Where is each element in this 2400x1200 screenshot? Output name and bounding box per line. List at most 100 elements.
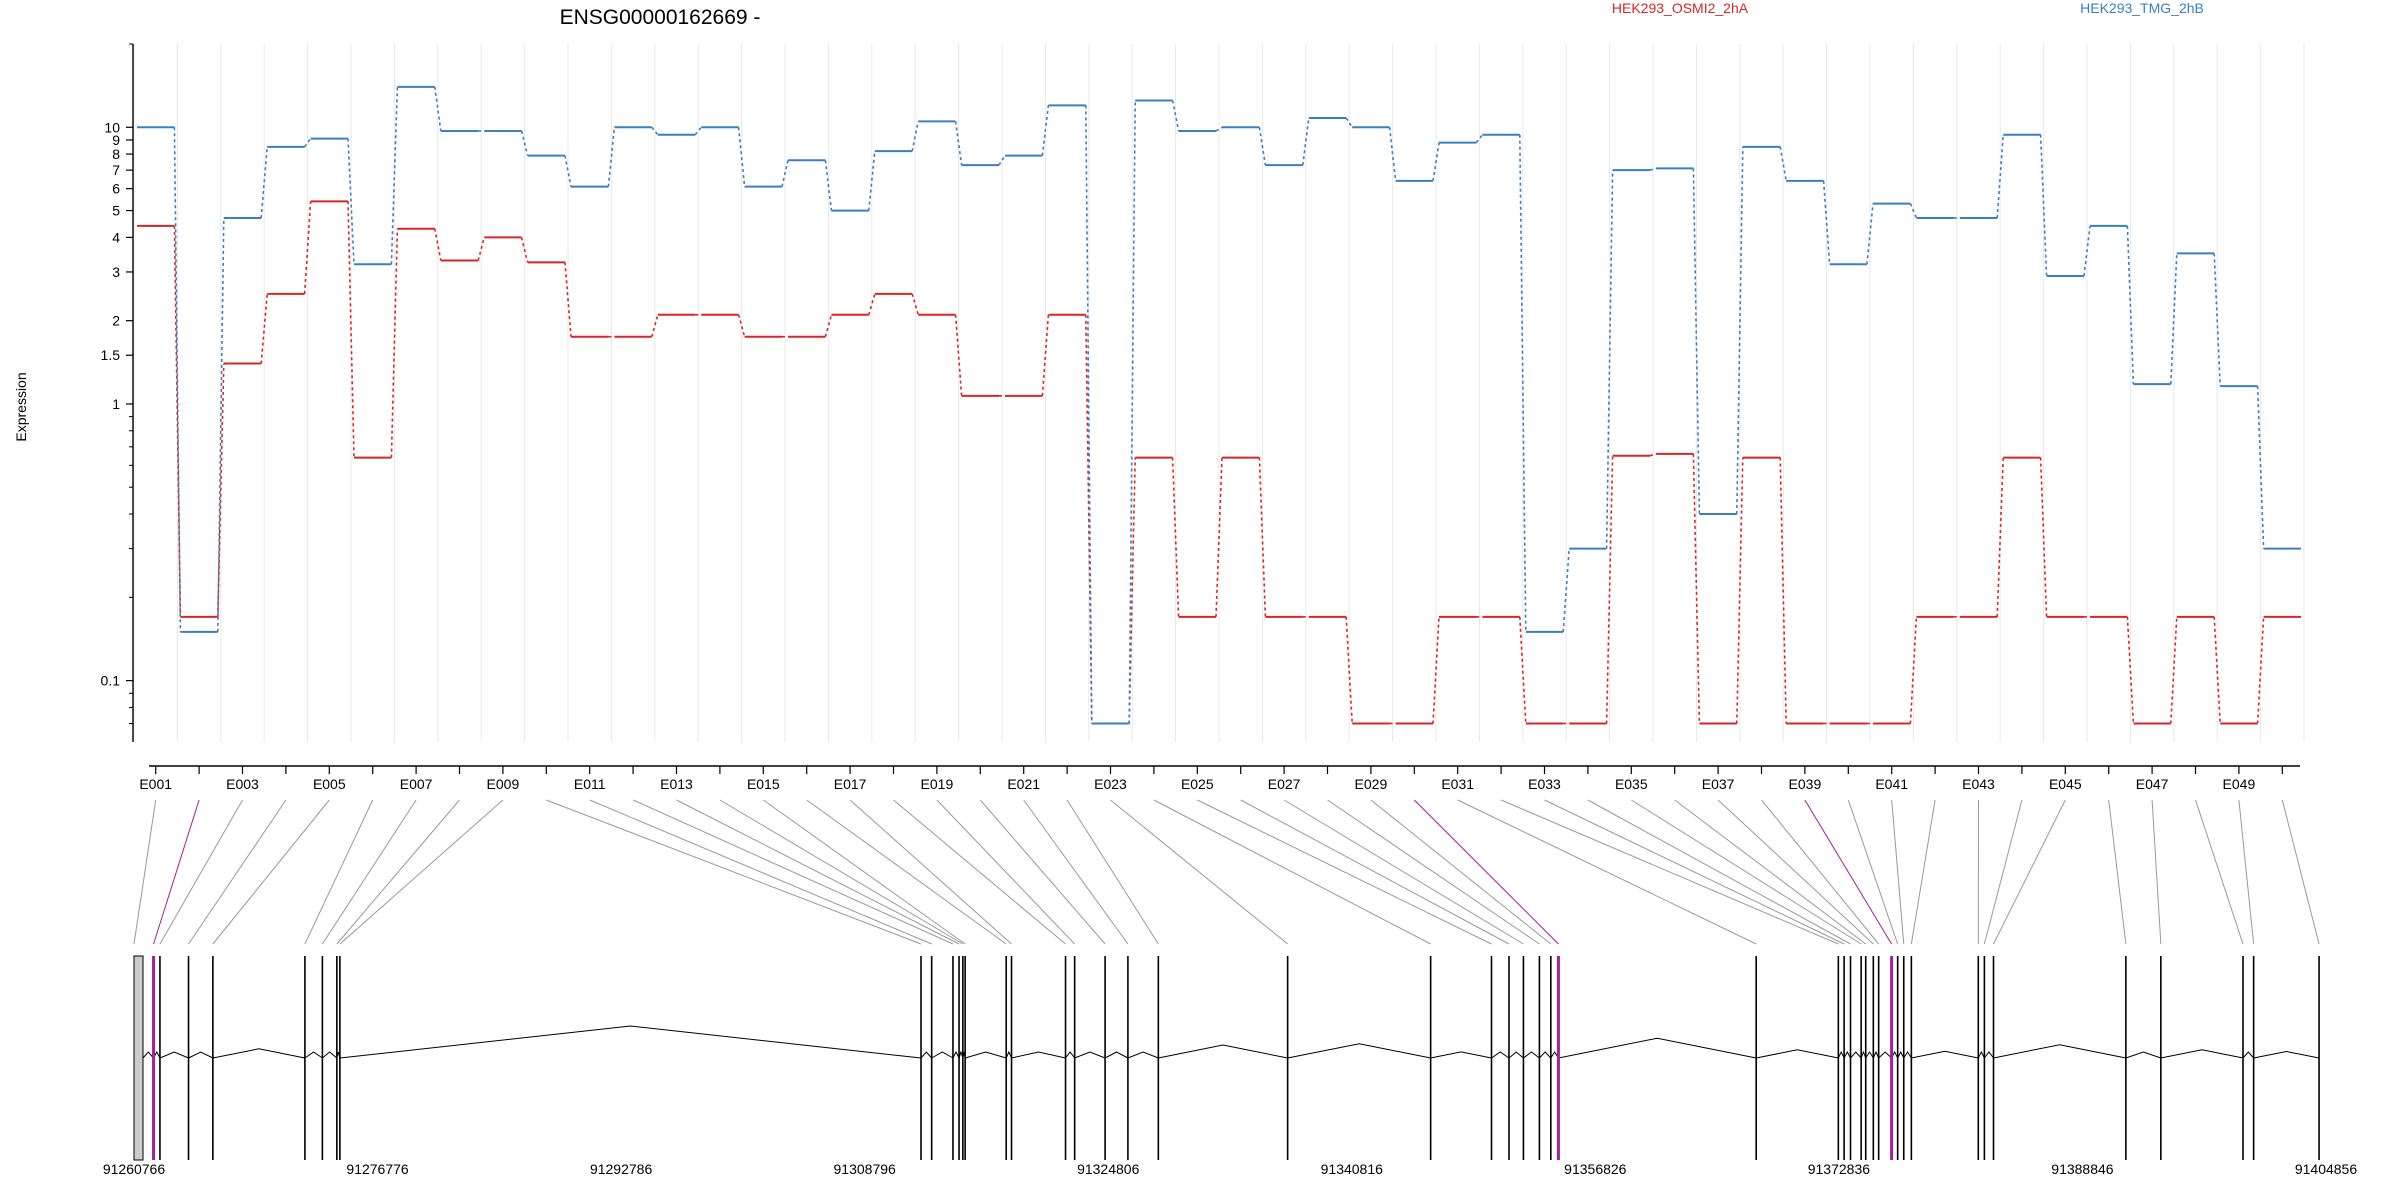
y-tick-label: 10: [104, 119, 120, 135]
gene-intron: [1558, 1037, 1757, 1059]
exon-connector: [1457, 799, 1757, 945]
series-connector: [2083, 225, 2091, 277]
series-connector: [2213, 253, 2221, 387]
gene-intron: [1158, 1044, 1288, 1059]
genomic-coordinate-ticks: 91260766 91276776 91292786 91308796 91324806…: [103, 1161, 2358, 1177]
exon-connector: [2195, 799, 2244, 945]
series-connector: [824, 160, 833, 211]
legend-series-a: HEK293_OSMI2_2hA: [1612, 0, 1749, 16]
exon-connector: [1847, 799, 1899, 945]
series-connector: [1041, 314, 1050, 396]
coordinate-tick-label: 91260766: [103, 1161, 166, 1177]
series-connector: [1649, 453, 1657, 457]
exon-connector: [188, 799, 287, 945]
y-tick-label: 4: [112, 229, 120, 245]
exon-connector: [1631, 799, 1862, 945]
exon-connector: [1891, 799, 1905, 945]
exon-connector: [1240, 799, 1510, 945]
series-connector: [173, 225, 182, 617]
gene-intron: [1878, 1051, 1892, 1059]
series-connector: [694, 126, 702, 136]
x-tick-label: E037: [1702, 776, 1735, 792]
gene-intron: [1065, 1051, 1076, 1059]
gene-intron: [1911, 1050, 1979, 1059]
gene-intron: [2125, 1051, 2162, 1059]
gene-intron: [1843, 1050, 1851, 1059]
x-tick-label: E009: [487, 776, 520, 792]
legend-series-b: HEK293_TMG_2hB: [2080, 0, 2204, 16]
gene-intron: [1127, 1051, 1159, 1059]
gene-intron: [1491, 1051, 1510, 1059]
series-connector: [1085, 314, 1093, 724]
y-tick-label: 3: [112, 264, 120, 280]
exon-connector: [339, 799, 504, 945]
exon-connector: [159, 799, 243, 945]
series-connector: [1215, 457, 1223, 617]
exon-connector: [1153, 799, 1431, 945]
series-connector: [434, 228, 442, 261]
exon-connector: [632, 799, 954, 945]
exon-connector: [589, 799, 932, 945]
y-tick-label: 6: [112, 181, 120, 197]
series-connector: [1562, 548, 1570, 632]
exon-connector: [1283, 799, 1524, 945]
y-axis-label: Expression: [13, 372, 29, 441]
gene-intron: [1837, 1050, 1845, 1059]
y-tick-label: 2: [112, 313, 120, 329]
series-connector: [2039, 457, 2048, 617]
series-connector: [1649, 167, 1657, 171]
exon-connector: [153, 799, 200, 945]
exon-connector: [893, 799, 1066, 945]
exon-connector: [1327, 799, 1540, 945]
x-tick-label: E021: [1007, 776, 1040, 792]
series-osmi2: [137, 200, 2301, 725]
series-connector: [434, 86, 442, 132]
gene-intron: [1011, 1051, 1066, 1059]
coordinate-tick-label: 91404856: [2295, 1161, 2358, 1177]
gene-intron: [1005, 1050, 1012, 1059]
x-tick-label: E005: [313, 776, 346, 792]
grid-layer: [133, 44, 2305, 742]
y-tick-label: 5: [112, 203, 120, 219]
exon-connector: [546, 799, 922, 945]
gene-intron: [1872, 1050, 1880, 1059]
series-connector: [1692, 168, 1701, 515]
exon-connector: [1023, 799, 1129, 945]
coordinate-tick-label: 91388846: [2051, 1161, 2114, 1177]
series-connector: [1909, 203, 1918, 219]
gene-intron: [1756, 1049, 1839, 1059]
gene-intron: [1104, 1051, 1129, 1059]
series-connector: [1779, 457, 1787, 724]
exon-connector: [133, 799, 157, 945]
x-tick-label: E035: [1615, 776, 1648, 792]
gene-intron: [2242, 1051, 2255, 1059]
series-connector: [911, 293, 919, 316]
series-connector: [347, 138, 355, 265]
exon-connector: [1587, 799, 1851, 945]
series-connector: [347, 201, 355, 458]
series-connector: [1996, 457, 2004, 617]
series-connector: [954, 314, 963, 396]
exon-connector: [1110, 799, 1288, 945]
series-connector: [607, 127, 616, 187]
x-tick-label: E001: [139, 776, 172, 792]
x-tick-label: E013: [660, 776, 693, 792]
gene-intron: [1865, 1051, 1874, 1059]
gene-intron: [920, 1051, 933, 1059]
x-tick-label: E011: [574, 776, 606, 792]
exon-connector: [936, 799, 1076, 945]
gene-intron: [1523, 1051, 1540, 1059]
y-tick-label: 1: [112, 396, 120, 412]
exon-connector: [1717, 799, 1874, 945]
series-connector: [737, 314, 746, 337]
series-connector: [1258, 127, 1267, 166]
series-connector: [1041, 105, 1050, 156]
y-tick-label: 0.1: [101, 673, 121, 689]
gene-intron: [931, 1051, 954, 1059]
series-connector: [781, 160, 789, 187]
gene-intron: [159, 1051, 189, 1059]
x-tick-label: E015: [747, 776, 780, 792]
gene-intron: [212, 1048, 305, 1059]
series-connector: [1692, 453, 1701, 724]
series-connector: [1996, 134, 2004, 219]
